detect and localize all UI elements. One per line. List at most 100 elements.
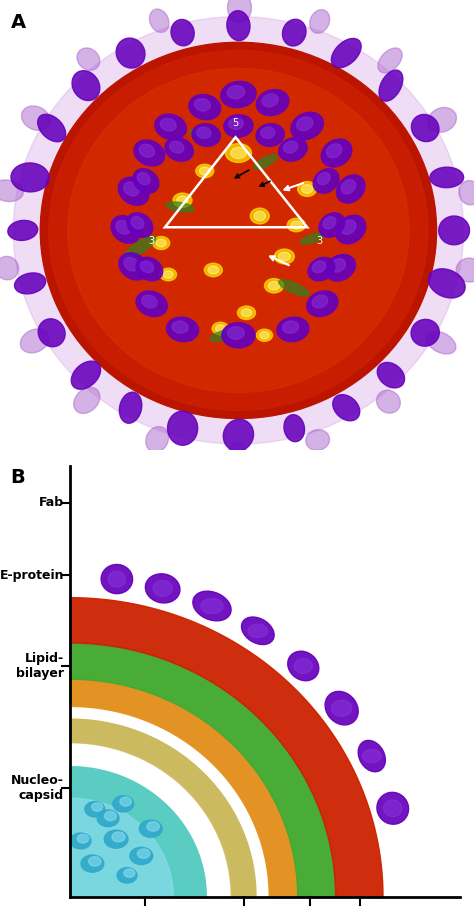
Ellipse shape xyxy=(136,291,167,317)
Ellipse shape xyxy=(297,117,313,131)
Circle shape xyxy=(13,16,464,444)
Text: E-protein: E-protein xyxy=(0,568,64,581)
Ellipse shape xyxy=(277,317,309,341)
Ellipse shape xyxy=(116,221,130,234)
Ellipse shape xyxy=(430,167,464,188)
Ellipse shape xyxy=(228,0,251,23)
Ellipse shape xyxy=(89,856,101,866)
Ellipse shape xyxy=(321,139,352,167)
Ellipse shape xyxy=(208,266,219,274)
Ellipse shape xyxy=(362,749,381,763)
Text: B: B xyxy=(10,468,25,487)
Ellipse shape xyxy=(70,833,91,849)
Ellipse shape xyxy=(341,180,356,193)
Ellipse shape xyxy=(248,624,268,637)
Ellipse shape xyxy=(149,9,169,33)
Ellipse shape xyxy=(170,142,184,153)
Ellipse shape xyxy=(426,331,456,354)
Ellipse shape xyxy=(15,273,46,294)
Ellipse shape xyxy=(137,849,150,858)
Ellipse shape xyxy=(177,196,188,204)
Ellipse shape xyxy=(136,257,163,281)
Ellipse shape xyxy=(274,249,294,264)
Ellipse shape xyxy=(325,254,356,281)
Ellipse shape xyxy=(241,309,252,317)
Ellipse shape xyxy=(325,691,358,725)
Ellipse shape xyxy=(192,123,220,146)
Ellipse shape xyxy=(250,208,269,224)
Ellipse shape xyxy=(137,173,150,184)
Ellipse shape xyxy=(118,177,149,205)
Text: Lipid-
bilayer: Lipid- bilayer xyxy=(16,652,64,680)
Ellipse shape xyxy=(134,140,164,166)
Polygon shape xyxy=(70,743,231,897)
Ellipse shape xyxy=(301,232,325,244)
Ellipse shape xyxy=(241,617,274,645)
Ellipse shape xyxy=(228,443,247,463)
Ellipse shape xyxy=(376,390,401,413)
Text: 5: 5 xyxy=(232,118,239,128)
Polygon shape xyxy=(70,706,269,897)
Ellipse shape xyxy=(155,114,186,140)
Text: 3: 3 xyxy=(148,236,154,246)
Ellipse shape xyxy=(227,11,250,41)
Ellipse shape xyxy=(341,220,356,234)
Ellipse shape xyxy=(411,114,439,142)
Ellipse shape xyxy=(283,142,298,153)
Ellipse shape xyxy=(97,810,119,826)
Ellipse shape xyxy=(317,173,330,184)
Ellipse shape xyxy=(190,129,218,141)
Ellipse shape xyxy=(139,144,155,157)
Ellipse shape xyxy=(77,48,100,70)
Polygon shape xyxy=(70,597,383,897)
Ellipse shape xyxy=(124,257,139,271)
Ellipse shape xyxy=(279,138,307,162)
Polygon shape xyxy=(70,798,173,897)
Ellipse shape xyxy=(160,118,176,131)
Ellipse shape xyxy=(204,263,222,277)
Ellipse shape xyxy=(428,269,465,298)
Ellipse shape xyxy=(261,127,275,138)
Ellipse shape xyxy=(166,317,199,341)
Ellipse shape xyxy=(256,90,289,115)
Ellipse shape xyxy=(116,38,145,68)
Ellipse shape xyxy=(196,164,214,178)
Ellipse shape xyxy=(160,268,176,281)
Ellipse shape xyxy=(226,143,251,163)
Ellipse shape xyxy=(333,395,360,420)
Ellipse shape xyxy=(117,868,137,883)
Polygon shape xyxy=(70,643,336,897)
Ellipse shape xyxy=(291,113,323,140)
Ellipse shape xyxy=(336,215,366,243)
Ellipse shape xyxy=(81,855,104,873)
Ellipse shape xyxy=(331,38,361,68)
Polygon shape xyxy=(70,717,257,897)
Ellipse shape xyxy=(283,19,306,46)
Ellipse shape xyxy=(278,252,291,261)
Ellipse shape xyxy=(111,216,140,243)
Text: Fab: Fab xyxy=(39,496,64,509)
Ellipse shape xyxy=(215,325,226,332)
Ellipse shape xyxy=(262,94,278,107)
Ellipse shape xyxy=(77,834,89,843)
Ellipse shape xyxy=(377,362,405,388)
Ellipse shape xyxy=(194,99,210,111)
Ellipse shape xyxy=(256,330,273,341)
Ellipse shape xyxy=(310,10,330,34)
Circle shape xyxy=(40,43,437,419)
Ellipse shape xyxy=(0,256,18,280)
Ellipse shape xyxy=(37,114,65,142)
Ellipse shape xyxy=(301,184,313,193)
Ellipse shape xyxy=(120,797,131,806)
Ellipse shape xyxy=(173,193,192,207)
Ellipse shape xyxy=(254,154,277,169)
Ellipse shape xyxy=(38,319,65,347)
Ellipse shape xyxy=(21,106,50,131)
Ellipse shape xyxy=(227,85,245,99)
Ellipse shape xyxy=(124,182,139,196)
Ellipse shape xyxy=(147,822,159,831)
Circle shape xyxy=(68,68,409,392)
Ellipse shape xyxy=(197,127,211,138)
Ellipse shape xyxy=(298,182,317,196)
Ellipse shape xyxy=(73,388,100,413)
